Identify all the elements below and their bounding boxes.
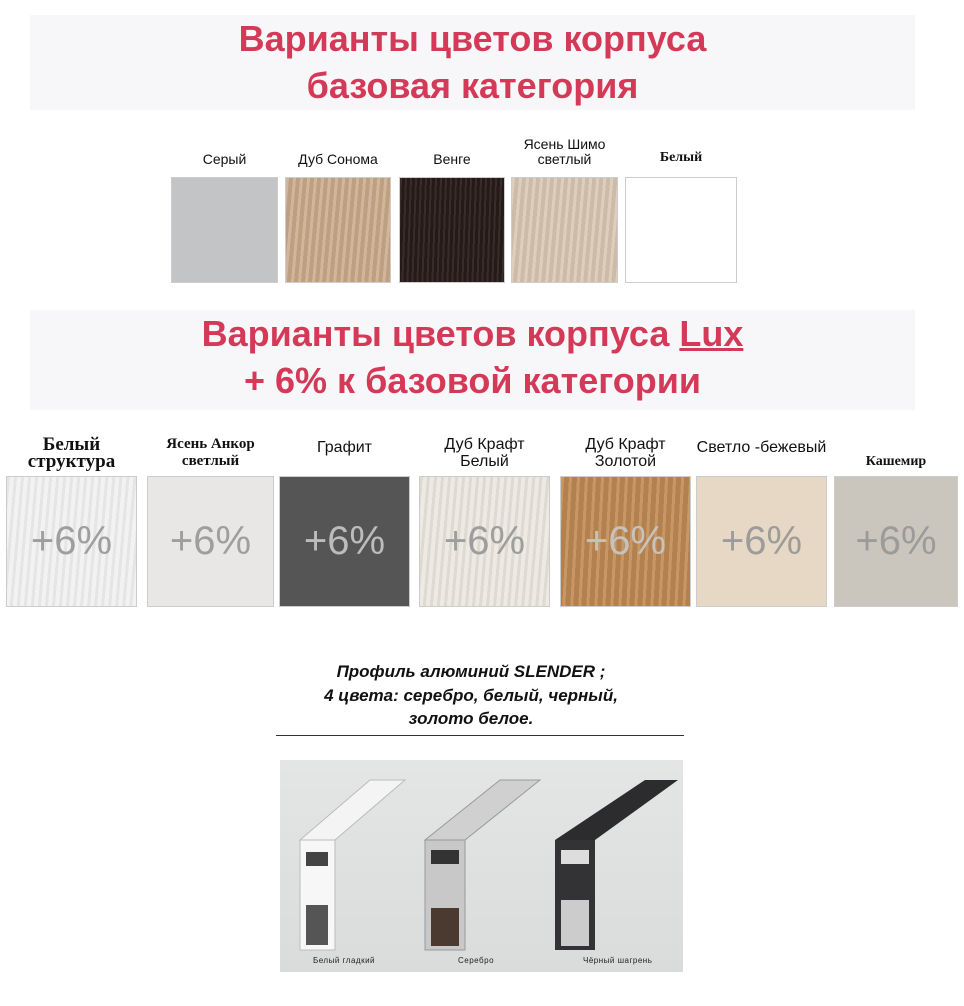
base-title-line2: базовая категория	[306, 65, 639, 106]
price-badge: +6%	[443, 519, 526, 563]
lux-swatch-label: Светло -бежевый	[696, 439, 827, 456]
lux-swatch: +6%	[279, 476, 410, 607]
aluminium-profiles-illustration	[298, 779, 678, 951]
base-title-line1: Варианты цветов корпуса	[238, 18, 707, 59]
base-swatch	[625, 177, 737, 283]
lux-swatch: +6%	[834, 476, 958, 607]
base-swatch-label: Белый	[659, 150, 703, 165]
divider	[276, 735, 684, 736]
caption-white: Белый гладкий	[313, 956, 376, 965]
lux-swatch: +6%	[6, 476, 137, 607]
price-badge: +6%	[855, 519, 937, 563]
profile-line1: Профиль алюминий SLENDER ;	[336, 662, 606, 681]
base-swatch	[399, 177, 505, 283]
lux-swatch-label: Белый структура	[27, 434, 116, 472]
base-swatch-label: Дуб Сонома	[298, 151, 378, 167]
lux-swatch: +6%	[696, 476, 827, 607]
profile-line3: золото белое.	[408, 709, 534, 728]
base-swatch	[285, 177, 391, 283]
lux-title-lux: Lux	[679, 313, 744, 354]
base-swatch-label: Венге	[433, 151, 471, 167]
price-badge: +6%	[303, 519, 386, 563]
base-title: Варианты цветов корпуса базовая категори…	[30, 15, 915, 110]
lux-swatch: +6%	[419, 476, 550, 607]
base-swatch	[511, 177, 618, 283]
price-badge: +6%	[584, 519, 667, 563]
lux-title-prefix: Варианты цветов корпуса	[201, 313, 680, 354]
caption-silver: Серебро	[458, 956, 495, 965]
lux-swatch: +6%	[560, 476, 691, 607]
lux-swatch-label: Кашемир	[865, 454, 927, 469]
profile-photo: Белый гладкий Серебро Чёрный шагрень	[280, 760, 683, 972]
lux-title-line2: + 6% к базовой категории	[244, 360, 701, 401]
lux-swatch-label: Ясень Анкор светлый	[166, 436, 255, 469]
lux-swatch-label: Дуб Крафт Золотой	[585, 436, 666, 470]
base-swatch-label: Ясень Шимо светлый	[523, 136, 606, 167]
base-swatch	[171, 177, 278, 283]
lux-title: Варианты цветов корпуса Lux + 6% к базов…	[30, 310, 915, 410]
profile-description: Профиль алюминий SLENDER ; 4 цвета: сере…	[276, 660, 666, 731]
base-swatch-label: Серый	[202, 151, 247, 167]
lux-swatch: +6%	[147, 476, 274, 607]
lux-swatch-label: Графит	[317, 439, 372, 456]
profile-line2: 4 цвета: серебро, белый, черный,	[324, 685, 618, 705]
price-badge: +6%	[169, 519, 252, 563]
lux-swatch-label: Дуб Крафт Белый	[444, 436, 525, 470]
price-badge: +6%	[30, 519, 113, 563]
price-badge: +6%	[720, 519, 803, 563]
caption-black: Чёрный шагрень	[583, 956, 653, 965]
